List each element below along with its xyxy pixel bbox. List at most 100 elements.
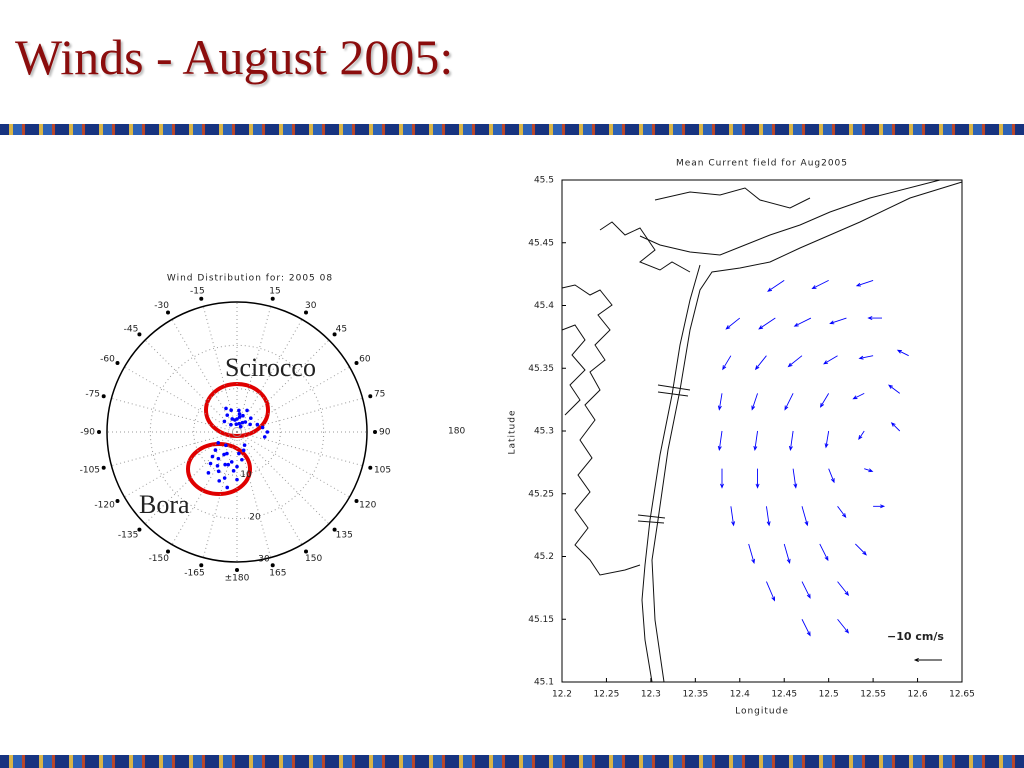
vector bbox=[864, 468, 874, 473]
vector bbox=[828, 468, 835, 484]
radial-line bbox=[144, 431, 238, 525]
vector bbox=[755, 468, 760, 489]
tick-dot bbox=[304, 310, 308, 315]
r-tick-label: 30 bbox=[258, 555, 270, 565]
x-tick-label: 12.4 bbox=[730, 690, 750, 700]
radial-line bbox=[124, 431, 238, 498]
radial-line bbox=[236, 431, 350, 498]
theta-tick-label: -45 bbox=[124, 324, 139, 334]
point bbox=[226, 462, 231, 467]
theta-tick-label: -60 bbox=[100, 355, 115, 365]
key-vector bbox=[913, 658, 942, 662]
theta-tick-label: 30 bbox=[305, 301, 317, 311]
theta-tick-label: 45 bbox=[336, 324, 347, 334]
theta-tick-label: 15 bbox=[269, 286, 280, 296]
point bbox=[235, 464, 239, 469]
vector bbox=[837, 618, 850, 634]
x-tick-label: 12.3 bbox=[641, 690, 661, 700]
point bbox=[240, 420, 245, 425]
theta-tick-label: ±180 bbox=[225, 574, 250, 584]
vector bbox=[787, 355, 803, 368]
grid-ring bbox=[193, 388, 281, 476]
point bbox=[222, 476, 227, 480]
point bbox=[230, 417, 235, 421]
vector bbox=[717, 430, 723, 452]
decor-strip bbox=[0, 124, 1024, 135]
point bbox=[224, 406, 228, 411]
y-tick-label: 45.3 bbox=[534, 427, 554, 437]
theta-tick-label: -150 bbox=[149, 554, 170, 564]
vector bbox=[896, 349, 909, 357]
point bbox=[206, 471, 211, 475]
point bbox=[248, 416, 253, 421]
r-tick-label: 20 bbox=[249, 512, 261, 522]
vector bbox=[858, 355, 874, 360]
vector bbox=[753, 430, 759, 452]
y-tick-label: 45.45 bbox=[528, 238, 554, 248]
tick-dot bbox=[332, 527, 337, 532]
point bbox=[234, 422, 239, 427]
point bbox=[260, 425, 265, 430]
point bbox=[216, 456, 221, 461]
point bbox=[240, 457, 244, 462]
theta-tick-label: -135 bbox=[118, 531, 138, 541]
vector bbox=[888, 384, 901, 394]
point bbox=[235, 477, 239, 482]
vector bbox=[867, 316, 882, 321]
tick-dot bbox=[368, 394, 373, 399]
vector bbox=[837, 581, 850, 597]
theta-tick-label: -30 bbox=[154, 301, 169, 311]
tick-dot bbox=[137, 332, 142, 337]
coast bbox=[651, 181, 963, 683]
tick-dot bbox=[101, 394, 106, 399]
point bbox=[213, 448, 218, 452]
vector bbox=[754, 355, 767, 371]
y-axis-label: Latitude bbox=[508, 409, 518, 454]
radial-line bbox=[236, 366, 350, 433]
point bbox=[262, 435, 267, 439]
point bbox=[265, 430, 270, 434]
radial-line bbox=[202, 431, 238, 558]
point bbox=[223, 462, 227, 467]
theta-tick-label: -120 bbox=[94, 501, 115, 511]
chart-title: Mean Current field for Aug2005 bbox=[676, 159, 848, 169]
polar-frame bbox=[106, 301, 368, 563]
vector bbox=[801, 619, 811, 637]
r-tick-label: 10 bbox=[240, 470, 252, 480]
annotation: Scirocco bbox=[225, 353, 316, 382]
vector bbox=[824, 430, 830, 449]
point bbox=[231, 469, 236, 473]
radial-line bbox=[236, 431, 272, 558]
theta-tick-label: 75 bbox=[374, 390, 385, 400]
vector bbox=[858, 430, 865, 441]
y-tick-label: 45.1 bbox=[534, 678, 554, 688]
vector bbox=[823, 355, 838, 365]
tick-dot bbox=[137, 527, 142, 532]
vector bbox=[873, 504, 886, 509]
theta-tick-label: 120 bbox=[359, 501, 376, 511]
vector bbox=[766, 581, 775, 602]
vector bbox=[767, 280, 785, 292]
vector bbox=[788, 430, 794, 452]
tick-dot bbox=[166, 310, 170, 315]
vector bbox=[792, 468, 798, 489]
jetty bbox=[637, 384, 691, 524]
x-tick-label: 12.35 bbox=[682, 690, 708, 700]
radial-line bbox=[236, 319, 303, 433]
vector bbox=[801, 581, 811, 599]
vector bbox=[819, 393, 830, 408]
tick-dot bbox=[304, 549, 308, 554]
vector bbox=[837, 506, 847, 519]
radial-line bbox=[171, 431, 238, 545]
theta-tick-label: -15 bbox=[190, 286, 205, 296]
radial-line bbox=[124, 366, 238, 433]
tick-dot bbox=[199, 563, 204, 568]
coast bbox=[561, 221, 691, 416]
vector bbox=[725, 317, 741, 330]
tick-dot bbox=[332, 332, 337, 337]
annotation: Bora bbox=[139, 490, 190, 519]
x-tick-label: 12.2 bbox=[552, 690, 572, 700]
theta-tick-label: 165 bbox=[269, 569, 286, 579]
